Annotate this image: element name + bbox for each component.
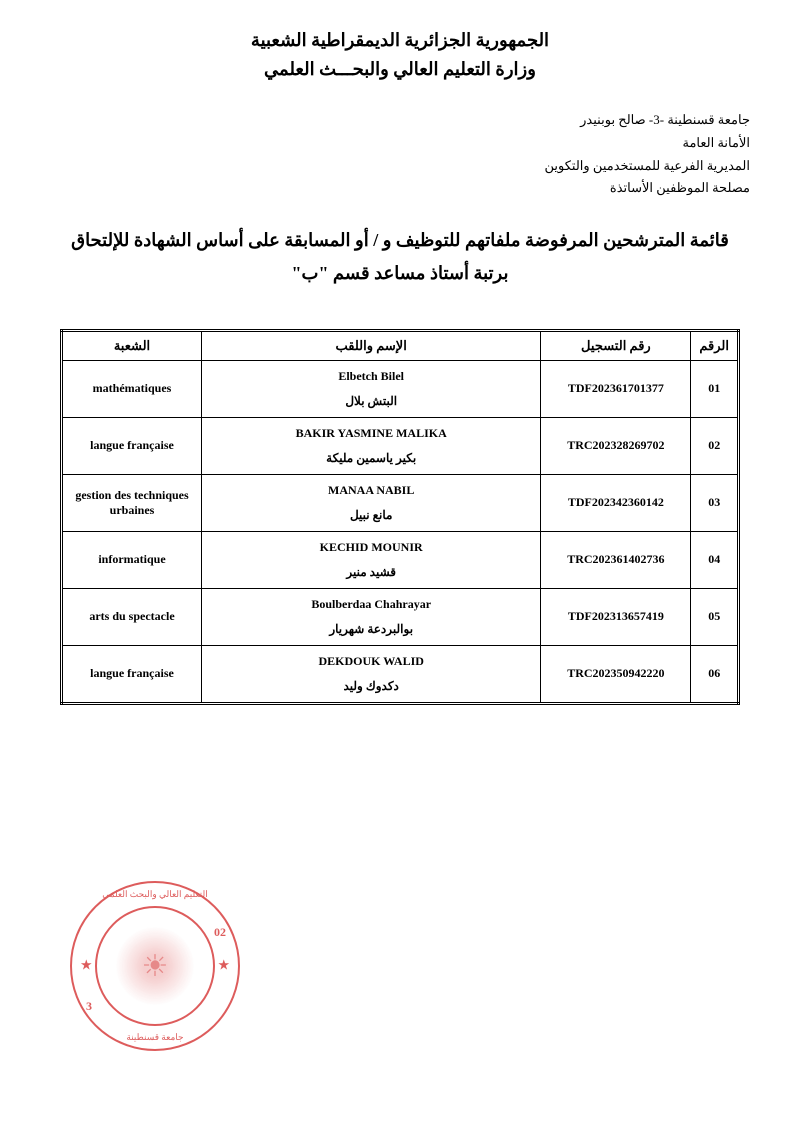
stamp-number-right: 02 — [214, 925, 226, 940]
table-row: mathématiques Elbetch Bilel البتش بلال TDF2… — [62, 360, 739, 417]
org-secretariat: الأمانة العامة — [50, 133, 750, 154]
header-num: الرقم — [691, 330, 739, 360]
cell-dept: mathématiques — [62, 360, 202, 417]
stamp-star-icon: ★ — [217, 958, 230, 975]
header-reg: رقم التسجيل — [541, 330, 691, 360]
cell-dept: gestion des techniques urbaines — [62, 474, 202, 531]
org-service: مصلحة الموظفين الأساتذة — [50, 178, 750, 199]
table-row: arts du spectacle Boulberdaa Chahrayar بوا… — [62, 588, 739, 645]
candidates-table: الشعبة الإسم واللقب رقم التسجيل الرقم ma… — [60, 329, 740, 705]
cell-dept: arts du spectacle — [62, 588, 202, 645]
name-arabic: بوالبردعة شهريار — [210, 622, 532, 637]
cell-number: 03 — [691, 474, 739, 531]
header-ministry: وزارة التعليم العالي والبحـــث العلمي — [50, 59, 750, 80]
title-line1: قائمة المترشحين المرفوضة ملفاتهم للتوظيف… — [50, 224, 750, 256]
cell-number: 01 — [691, 360, 739, 417]
table-row: informatique KECHID MOUNIR قشيد منير TRC202… — [62, 531, 739, 588]
table-row: langue française BAKIR YASMINE MALIKA بكير… — [62, 417, 739, 474]
stamp-inner-ring: ☀ — [95, 906, 215, 1026]
name-arabic: مانع نبيل — [210, 508, 532, 523]
organization-info: جامعة قسنطينة -3- صالح بوبنيدر الأمانة ا… — [50, 110, 750, 199]
cell-registration: TDF202342360142 — [541, 474, 691, 531]
table-row: gestion des techniques urbainesMANAA NAB… — [62, 474, 739, 531]
cell-registration: TRC202328269702 — [541, 417, 691, 474]
name-latin: DEKDOUK WALID — [210, 654, 532, 669]
header-name: الإسم واللقب — [202, 330, 541, 360]
cell-dept: langue française — [62, 645, 202, 703]
cell-dept: informatique — [62, 531, 202, 588]
cell-name: MANAA NABIL مانع نبيل — [202, 474, 541, 531]
name-latin: Boulberdaa Chahrayar — [210, 597, 532, 612]
cell-registration: TDF202313657419 — [541, 588, 691, 645]
stamp-emblem-icon: ☀ — [120, 931, 190, 1001]
cell-name: Elbetch Bilel البتش بلال — [202, 360, 541, 417]
name-arabic: بكير ياسمين مليكة — [210, 451, 532, 466]
cell-dept: langue française — [62, 417, 202, 474]
org-university: جامعة قسنطينة -3- صالح بوبنيدر — [50, 110, 750, 131]
name-arabic: البتش بلال — [210, 394, 532, 409]
stamp-outer-ring: التعليم العالي والبحث العلمي ★ ★ 3 02 ☀ … — [70, 881, 240, 1051]
cell-name: KECHID MOUNIR قشيد منير — [202, 531, 541, 588]
candidates-table-container: الشعبة الإسم واللقب رقم التسجيل الرقم ma… — [60, 329, 740, 705]
cell-number: 02 — [691, 417, 739, 474]
name-latin: MANAA NABIL — [210, 483, 532, 498]
title-line2: برتبة أستاذ مساعد قسم "ب" — [50, 257, 750, 289]
cell-number: 06 — [691, 645, 739, 703]
name-latin: BAKIR YASMINE MALIKA — [210, 426, 532, 441]
header-dept: الشعبة — [62, 330, 202, 360]
header-republic: الجمهورية الجزائرية الديمقراطية الشعبية — [50, 30, 750, 51]
cell-registration: TDF202361701377 — [541, 360, 691, 417]
stamp-star-icon: ★ — [80, 958, 93, 975]
table-header-row: الشعبة الإسم واللقب رقم التسجيل الرقم — [62, 330, 739, 360]
org-subdirectorate: المديرية الفرعية للمستخدمين والتكوين — [50, 156, 750, 177]
name-arabic: قشيد منير — [210, 565, 532, 580]
cell-registration: TRC202350942220 — [541, 645, 691, 703]
stamp-number-left: 3 — [86, 999, 92, 1014]
table-row: langue française DEKDOUK WALID دكدوك وليد T… — [62, 645, 739, 703]
stamp-text-bottom: جامعة قسنطينة — [72, 1032, 238, 1043]
cell-name: BAKIR YASMINE MALIKA بكير ياسمين مليكة — [202, 417, 541, 474]
official-stamp: التعليم العالي والبحث العلمي ★ ★ 3 02 ☀ … — [70, 881, 240, 1051]
name-latin: KECHID MOUNIR — [210, 540, 532, 555]
cell-registration: TRC202361402736 — [541, 531, 691, 588]
cell-number: 04 — [691, 531, 739, 588]
document-title: قائمة المترشحين المرفوضة ملفاتهم للتوظيف… — [50, 224, 750, 289]
name-arabic: دكدوك وليد — [210, 679, 532, 694]
table-body: mathématiques Elbetch Bilel البتش بلال TDF2… — [62, 360, 739, 703]
stamp-text-top: التعليم العالي والبحث العلمي — [72, 889, 238, 900]
cell-name: DEKDOUK WALID دكدوك وليد — [202, 645, 541, 703]
document-header: الجمهورية الجزائرية الديمقراطية الشعبية … — [50, 30, 750, 80]
cell-number: 05 — [691, 588, 739, 645]
name-latin: Elbetch Bilel — [210, 369, 532, 384]
cell-name: Boulberdaa Chahrayar بوالبردعة شهريار — [202, 588, 541, 645]
